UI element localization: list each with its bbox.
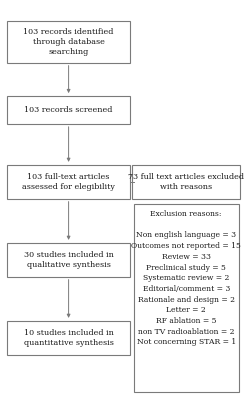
FancyBboxPatch shape: [7, 21, 130, 63]
FancyBboxPatch shape: [7, 321, 130, 355]
FancyBboxPatch shape: [7, 165, 130, 199]
Text: 73 full text articles excluded
with reasons: 73 full text articles excluded with reas…: [128, 173, 244, 191]
Text: Exclusion reasons:

Non english language = 3
Outcomes not reported = 15
Review =: Exclusion reasons: Non english language …: [131, 210, 241, 346]
FancyBboxPatch shape: [7, 243, 130, 277]
Text: 103 records screened: 103 records screened: [24, 106, 113, 114]
Text: 30 studies included in
qualitative synthesis: 30 studies included in qualitative synth…: [24, 251, 113, 269]
Text: 10 studies included in
quantitative synthesis: 10 studies included in quantitative synt…: [24, 329, 113, 347]
FancyBboxPatch shape: [134, 204, 239, 392]
FancyBboxPatch shape: [132, 165, 240, 199]
FancyBboxPatch shape: [7, 96, 130, 124]
Text: 103 full-text articles
assessed for elegibility: 103 full-text articles assessed for eleg…: [22, 173, 115, 191]
Text: 103 records identified
through database
searching: 103 records identified through database …: [24, 28, 114, 56]
